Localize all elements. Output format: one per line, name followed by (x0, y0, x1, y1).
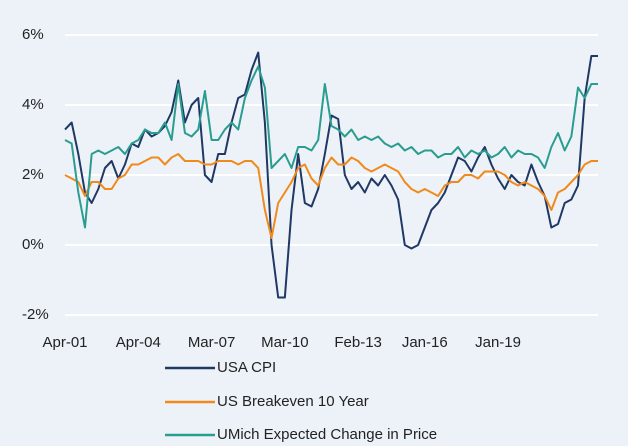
y-tick-label: 0% (22, 236, 44, 253)
series-line (64, 153, 598, 239)
x-tick-label: Jan-16 (402, 334, 448, 351)
legend-label: USA CPI (217, 359, 276, 376)
x-tick-label: Apr-04 (116, 334, 161, 351)
y-tick-label: -2% (22, 306, 49, 323)
y-tick-label: 2% (22, 166, 44, 183)
legend-label: UMich Expected Change in Price (217, 426, 437, 443)
series-line (64, 65, 598, 229)
x-tick-label: Mar-07 (188, 334, 236, 351)
x-tick-label: Feb-13 (334, 334, 382, 351)
x-tick-label: Jan-19 (475, 334, 521, 351)
legend-label: US Breakeven 10 Year (217, 393, 369, 410)
y-tick-label: 6% (22, 26, 44, 43)
x-tick-label: Apr-01 (42, 334, 87, 351)
y-tick-label: 4% (22, 96, 44, 113)
x-tick-label: Mar-10 (261, 334, 309, 351)
